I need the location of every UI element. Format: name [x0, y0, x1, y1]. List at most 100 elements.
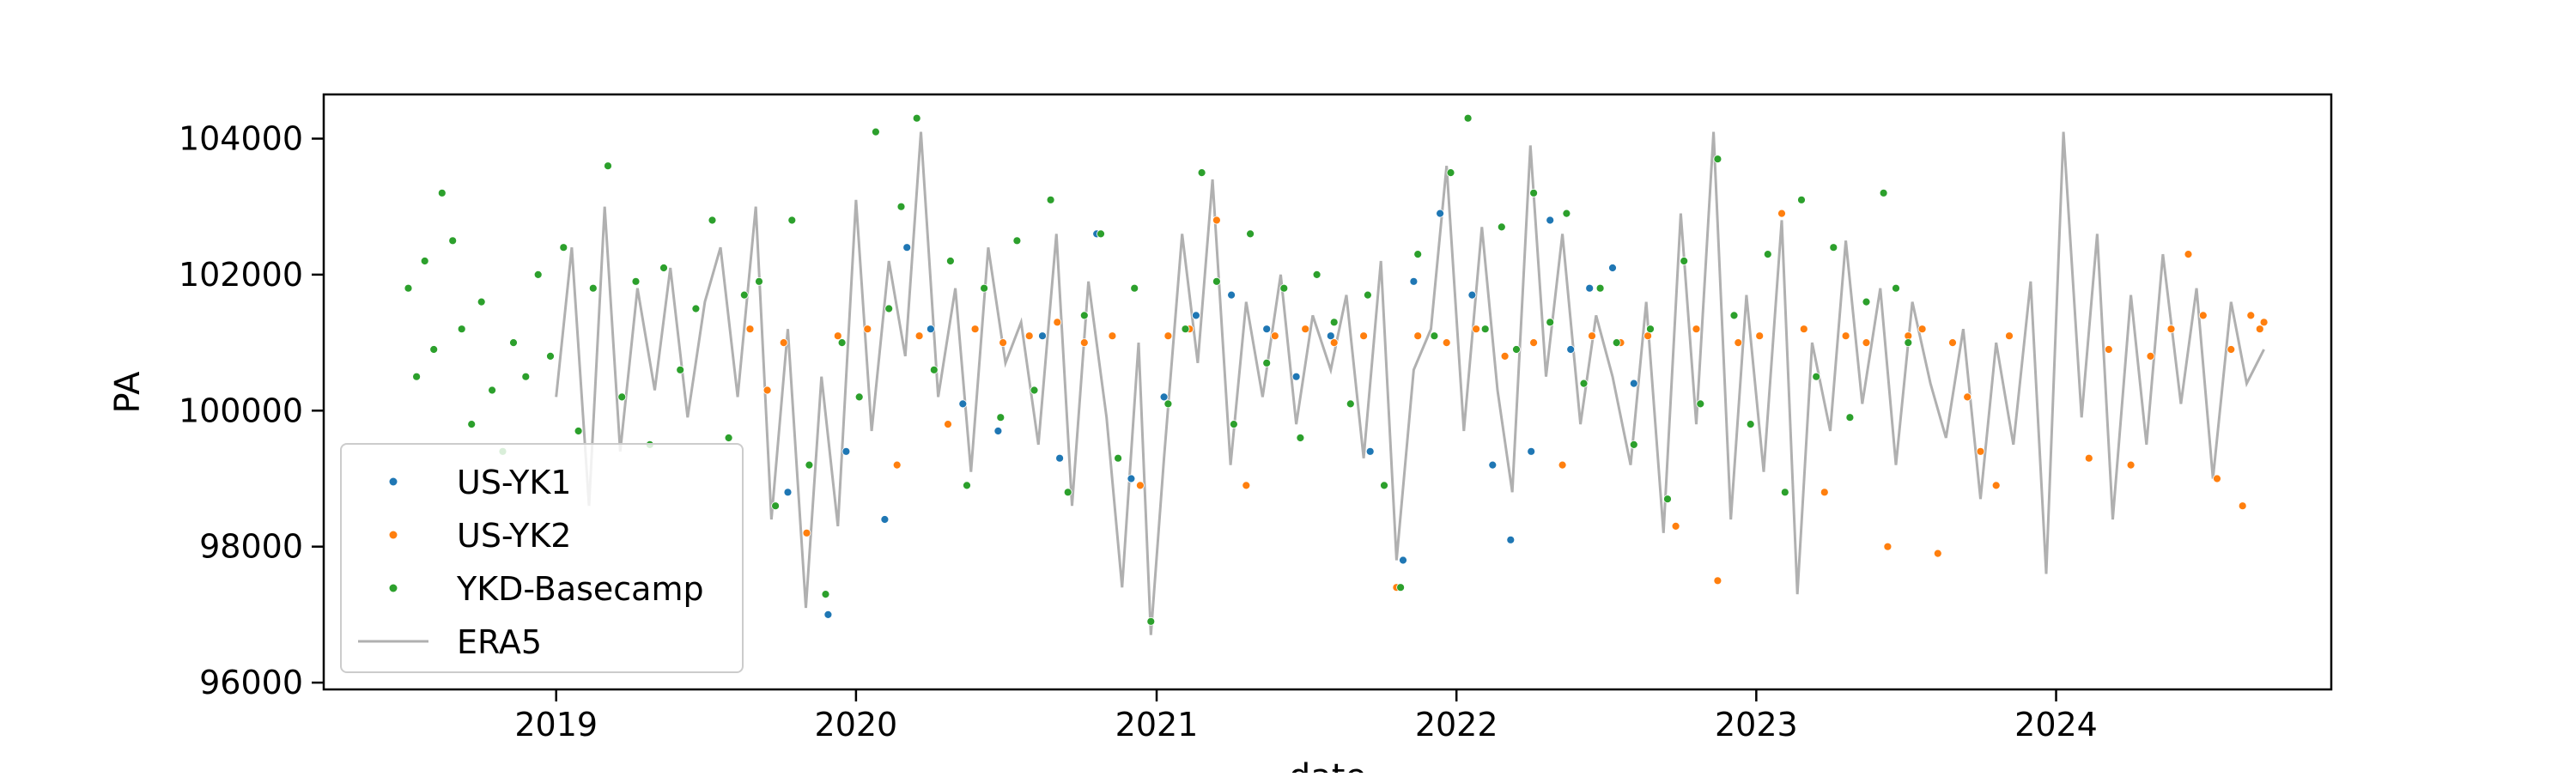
data-point — [841, 446, 851, 456]
data-point — [1841, 331, 1850, 341]
data-point — [676, 365, 685, 374]
data-point — [420, 257, 429, 265]
data-point — [823, 610, 833, 619]
data-point — [1396, 583, 1405, 592]
data-point — [488, 385, 496, 395]
y-axis-label: PA — [108, 371, 148, 414]
legend-label: US-YK2 — [457, 517, 571, 555]
data-point — [1279, 283, 1289, 293]
data-point — [739, 290, 749, 300]
data-point — [946, 257, 955, 265]
data-point — [1024, 331, 1034, 341]
series-ykd-basecamp — [404, 113, 1913, 626]
data-point — [1646, 325, 1655, 334]
data-point — [2126, 460, 2136, 470]
data-point — [1527, 446, 1536, 456]
data-point — [1777, 209, 1786, 218]
data-point — [980, 283, 988, 293]
data-point — [1436, 209, 1444, 218]
data-point — [779, 338, 788, 348]
y-tick-label: 100000 — [179, 392, 303, 429]
data-point — [863, 325, 872, 334]
data-point — [1713, 576, 1722, 586]
data-point — [509, 338, 518, 348]
data-point — [604, 161, 612, 171]
data-point — [1799, 325, 1808, 334]
data-point — [963, 481, 971, 490]
data-point — [1012, 236, 1022, 246]
data-point — [1127, 474, 1136, 483]
data-point — [1159, 392, 1169, 402]
data-point — [854, 392, 864, 402]
data-point — [2104, 345, 2113, 354]
data-point — [1242, 481, 1251, 490]
data-point — [1046, 195, 1055, 204]
data-point — [2227, 345, 2236, 354]
data-point — [1163, 331, 1173, 341]
x-tick-label: 2019 — [514, 706, 598, 744]
legend-marker — [389, 531, 398, 539]
data-point — [1692, 325, 1701, 334]
x-tick-label: 2020 — [815, 706, 898, 744]
data-point — [521, 372, 531, 381]
data-point — [1713, 155, 1722, 164]
data-point — [1845, 413, 1855, 422]
data-point — [1079, 338, 1089, 348]
data-point — [1812, 372, 1821, 381]
data-point — [1862, 297, 1871, 307]
data-point — [1079, 311, 1089, 320]
data-point — [2198, 311, 2208, 320]
plot-area — [404, 113, 2269, 635]
data-point — [1463, 113, 1473, 123]
data-point — [1270, 331, 1279, 341]
data-point — [999, 338, 1007, 348]
data-point — [1780, 488, 1789, 497]
data-point — [914, 331, 924, 341]
data-point — [1680, 257, 1689, 265]
series-us-yk1 — [783, 209, 1638, 619]
data-point — [2184, 250, 2193, 259]
data-point — [912, 113, 921, 123]
data-point — [1413, 250, 1423, 259]
data-point — [1467, 290, 1477, 300]
data-point — [1063, 488, 1072, 497]
data-point — [2238, 501, 2247, 511]
x-tick-label: 2022 — [1415, 706, 1498, 744]
data-point — [1763, 250, 1772, 259]
legend-label: US-YK1 — [457, 464, 571, 501]
data-point — [1227, 290, 1236, 300]
data-point — [2213, 474, 2221, 483]
data-point — [1346, 399, 1355, 409]
data-point — [477, 297, 486, 307]
data-point — [787, 215, 797, 225]
data-point — [559, 243, 568, 252]
data-point — [1585, 283, 1595, 293]
data-point — [1879, 188, 1888, 197]
x-tick-label: 2021 — [1115, 706, 1199, 744]
data-point — [958, 399, 968, 409]
data-point — [533, 270, 543, 279]
data-point — [1588, 331, 1596, 341]
data-point — [1430, 331, 1439, 341]
data-point — [902, 243, 912, 252]
data-point — [1488, 460, 1498, 470]
data-point — [1755, 331, 1765, 341]
data-point — [1948, 338, 1957, 348]
data-point — [1114, 453, 1122, 463]
data-point — [1442, 338, 1451, 348]
data-point — [1746, 420, 1755, 429]
data-point — [1472, 325, 1480, 334]
data-point — [437, 188, 447, 197]
data-point — [1529, 338, 1538, 348]
data-point — [724, 434, 733, 442]
data-point — [929, 365, 939, 374]
data-point — [1696, 399, 1705, 409]
data-point — [1612, 338, 1621, 348]
data-point — [1558, 460, 1567, 470]
legend-box — [340, 443, 744, 673]
data-point — [1146, 616, 1156, 626]
data-point — [783, 488, 793, 497]
data-point — [1108, 331, 1117, 341]
